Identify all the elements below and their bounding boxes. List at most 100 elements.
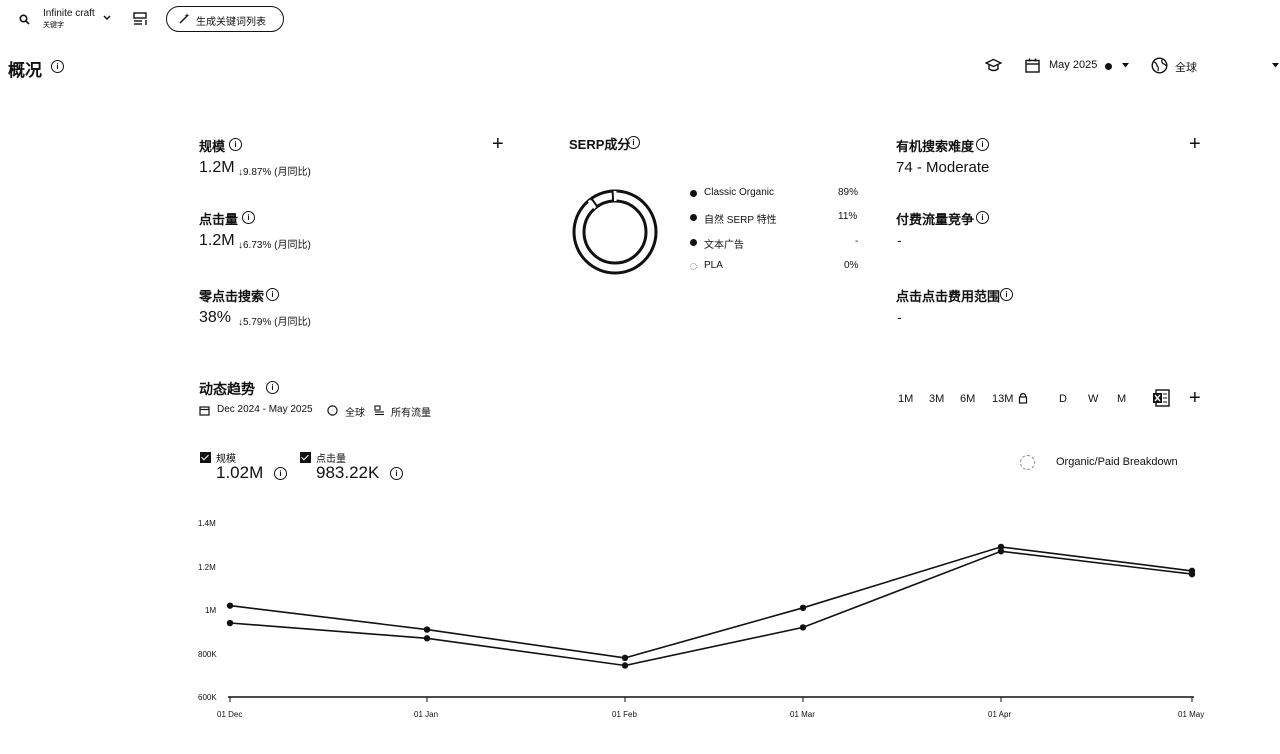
data-point [997,548,1005,555]
add-chart-button[interactable]: + [1189,387,1201,409]
legend-dot [690,239,697,246]
metric-zero-click-value: 38% [199,309,232,326]
serp-item-name: 文本广告 [704,240,744,251]
timeframe-13m[interactable]: 13M [992,393,1014,405]
traffic-icon [374,405,384,416]
info-icon[interactable]: i [976,138,989,151]
donut-slice-separator [587,199,597,210]
search-icon[interactable] [19,14,30,25]
breakdown-toggle[interactable] [1020,455,1035,470]
x-tick-label: 01 Dec [217,710,243,719]
data-point [226,602,234,609]
info-icon[interactable]: i [390,467,403,480]
x-tick-label: 01 Apr [988,710,1012,719]
paid-competition-label: 付费流量竞争 [896,212,975,227]
region-selector[interactable]: 全球 [1151,57,1280,75]
cpc-range-value: - [897,309,902,325]
region-label: 全球 [1175,62,1197,74]
donut-outer-ring [572,189,658,275]
series-line-volume [229,546,1193,659]
trend-date-range[interactable]: Dec 2024 - May 2025 [217,404,313,415]
series-line-clicks [229,550,1193,667]
metric-volume-value: 1.2M [199,159,235,176]
clicks-checkbox[interactable] [300,452,311,463]
project-sub: 关键字 [43,22,64,29]
chevron-down-icon [1122,63,1129,68]
data-point [423,626,431,633]
metric-zero-click-change: ↓5.79% (月同比) [238,317,311,328]
y-tick-label: 1.4M [198,519,216,528]
chevron-down-icon[interactable] [103,15,111,21]
volume-series-label: 规模 [216,454,236,465]
x-tick-label: 01 Mar [790,710,815,719]
timeframe-1m[interactable]: 1M [898,393,914,405]
y-tick-label: 800K [198,650,217,659]
serp-item-value: 89% [838,187,859,198]
info-icon[interactable]: i [229,138,242,151]
compare-icon[interactable] [133,12,149,26]
generate-keywords-button[interactable]: 生成关键词列表 [166,6,284,32]
data-point [1188,570,1196,578]
info-icon[interactable]: i [274,467,287,480]
magic-wand-icon [179,13,190,24]
x-tick-label: 01 May [1178,710,1205,719]
date-picker[interactable]: May 2025 [1025,57,1135,75]
serp-item-value: 11% [838,211,858,222]
globe-icon [327,405,338,416]
difficulty-label: 有机搜索难度 [896,139,975,154]
calendar-icon [1025,58,1040,73]
topbar: Infinite craft 关键字 生成关键词列表 [0,0,1280,40]
info-icon[interactable]: i [976,211,989,224]
cpc-range-label: 点击点击费用范围 [896,289,1001,304]
metric-volume-change: ↓9.87% (月同比) [238,167,311,178]
serp-item-name: 自然 SERP 特性 [704,215,777,226]
y-tick-label: 1M [205,606,217,615]
info-icon[interactable]: i [242,211,255,224]
calendar-icon [199,406,210,416]
volume-series-value: 1.02M [216,463,264,482]
data-point [226,619,234,627]
project-selector[interactable]: Infinite craft 关键字 [43,8,95,30]
granularity-week[interactable]: W [1088,393,1099,405]
clicks-series-value: 983.22K [316,463,380,482]
page-title: 概况 [8,61,42,80]
serp-item-name: Classic Organic [704,187,775,198]
excel-export-icon[interactable] [1152,389,1170,407]
trend-region[interactable]: 全球 [345,408,365,419]
trend-traffic[interactable]: 所有流量 [391,408,431,419]
info-icon[interactable]: i [266,381,279,394]
granularity-month[interactable]: M [1117,393,1127,405]
donut-inner-ring [582,199,648,265]
x-tick-label: 01 Feb [612,710,637,719]
donut-slice-edge [611,191,615,202]
academy-cap-icon[interactable] [985,58,1002,73]
info-icon[interactable]: i [627,136,640,149]
legend-dot [690,190,697,197]
metric-clicks-change: ↓6.73% (月同比) [238,240,311,251]
date-label: May 2025 [1049,59,1098,71]
chevron-down-icon [1272,63,1279,68]
granularity-day[interactable]: D [1059,393,1067,405]
info-icon[interactable]: i [266,288,279,301]
timeframe-6m[interactable]: 6M [960,393,976,405]
paid-competition-value: - [897,232,902,248]
serp-donut-chart [572,189,658,275]
data-point [621,662,629,669]
difficulty-value: 74 - Moderate [896,159,990,176]
breakdown-label[interactable]: Organic/Paid Breakdown [1056,456,1178,468]
info-icon[interactable]: i [1000,288,1013,301]
lock-icon [1018,392,1028,404]
serp-item-value: - [855,236,859,247]
volume-checkbox[interactable] [200,452,211,463]
add-metric-button[interactable]: + [1189,133,1201,155]
info-icon[interactable]: i [51,60,64,73]
generate-keywords-label: 生成关键词列表 [196,17,266,28]
trend-title: 动态趋势 [199,381,255,397]
data-point [423,635,431,642]
timeframe-3m[interactable]: 3M [929,393,945,405]
donut-slice-edge [590,197,599,208]
globe-icon [1151,57,1168,74]
add-metric-button[interactable]: + [492,133,504,155]
serp-item-value: 0% [844,260,859,271]
x-tick-label: 01 Jan [414,710,439,719]
